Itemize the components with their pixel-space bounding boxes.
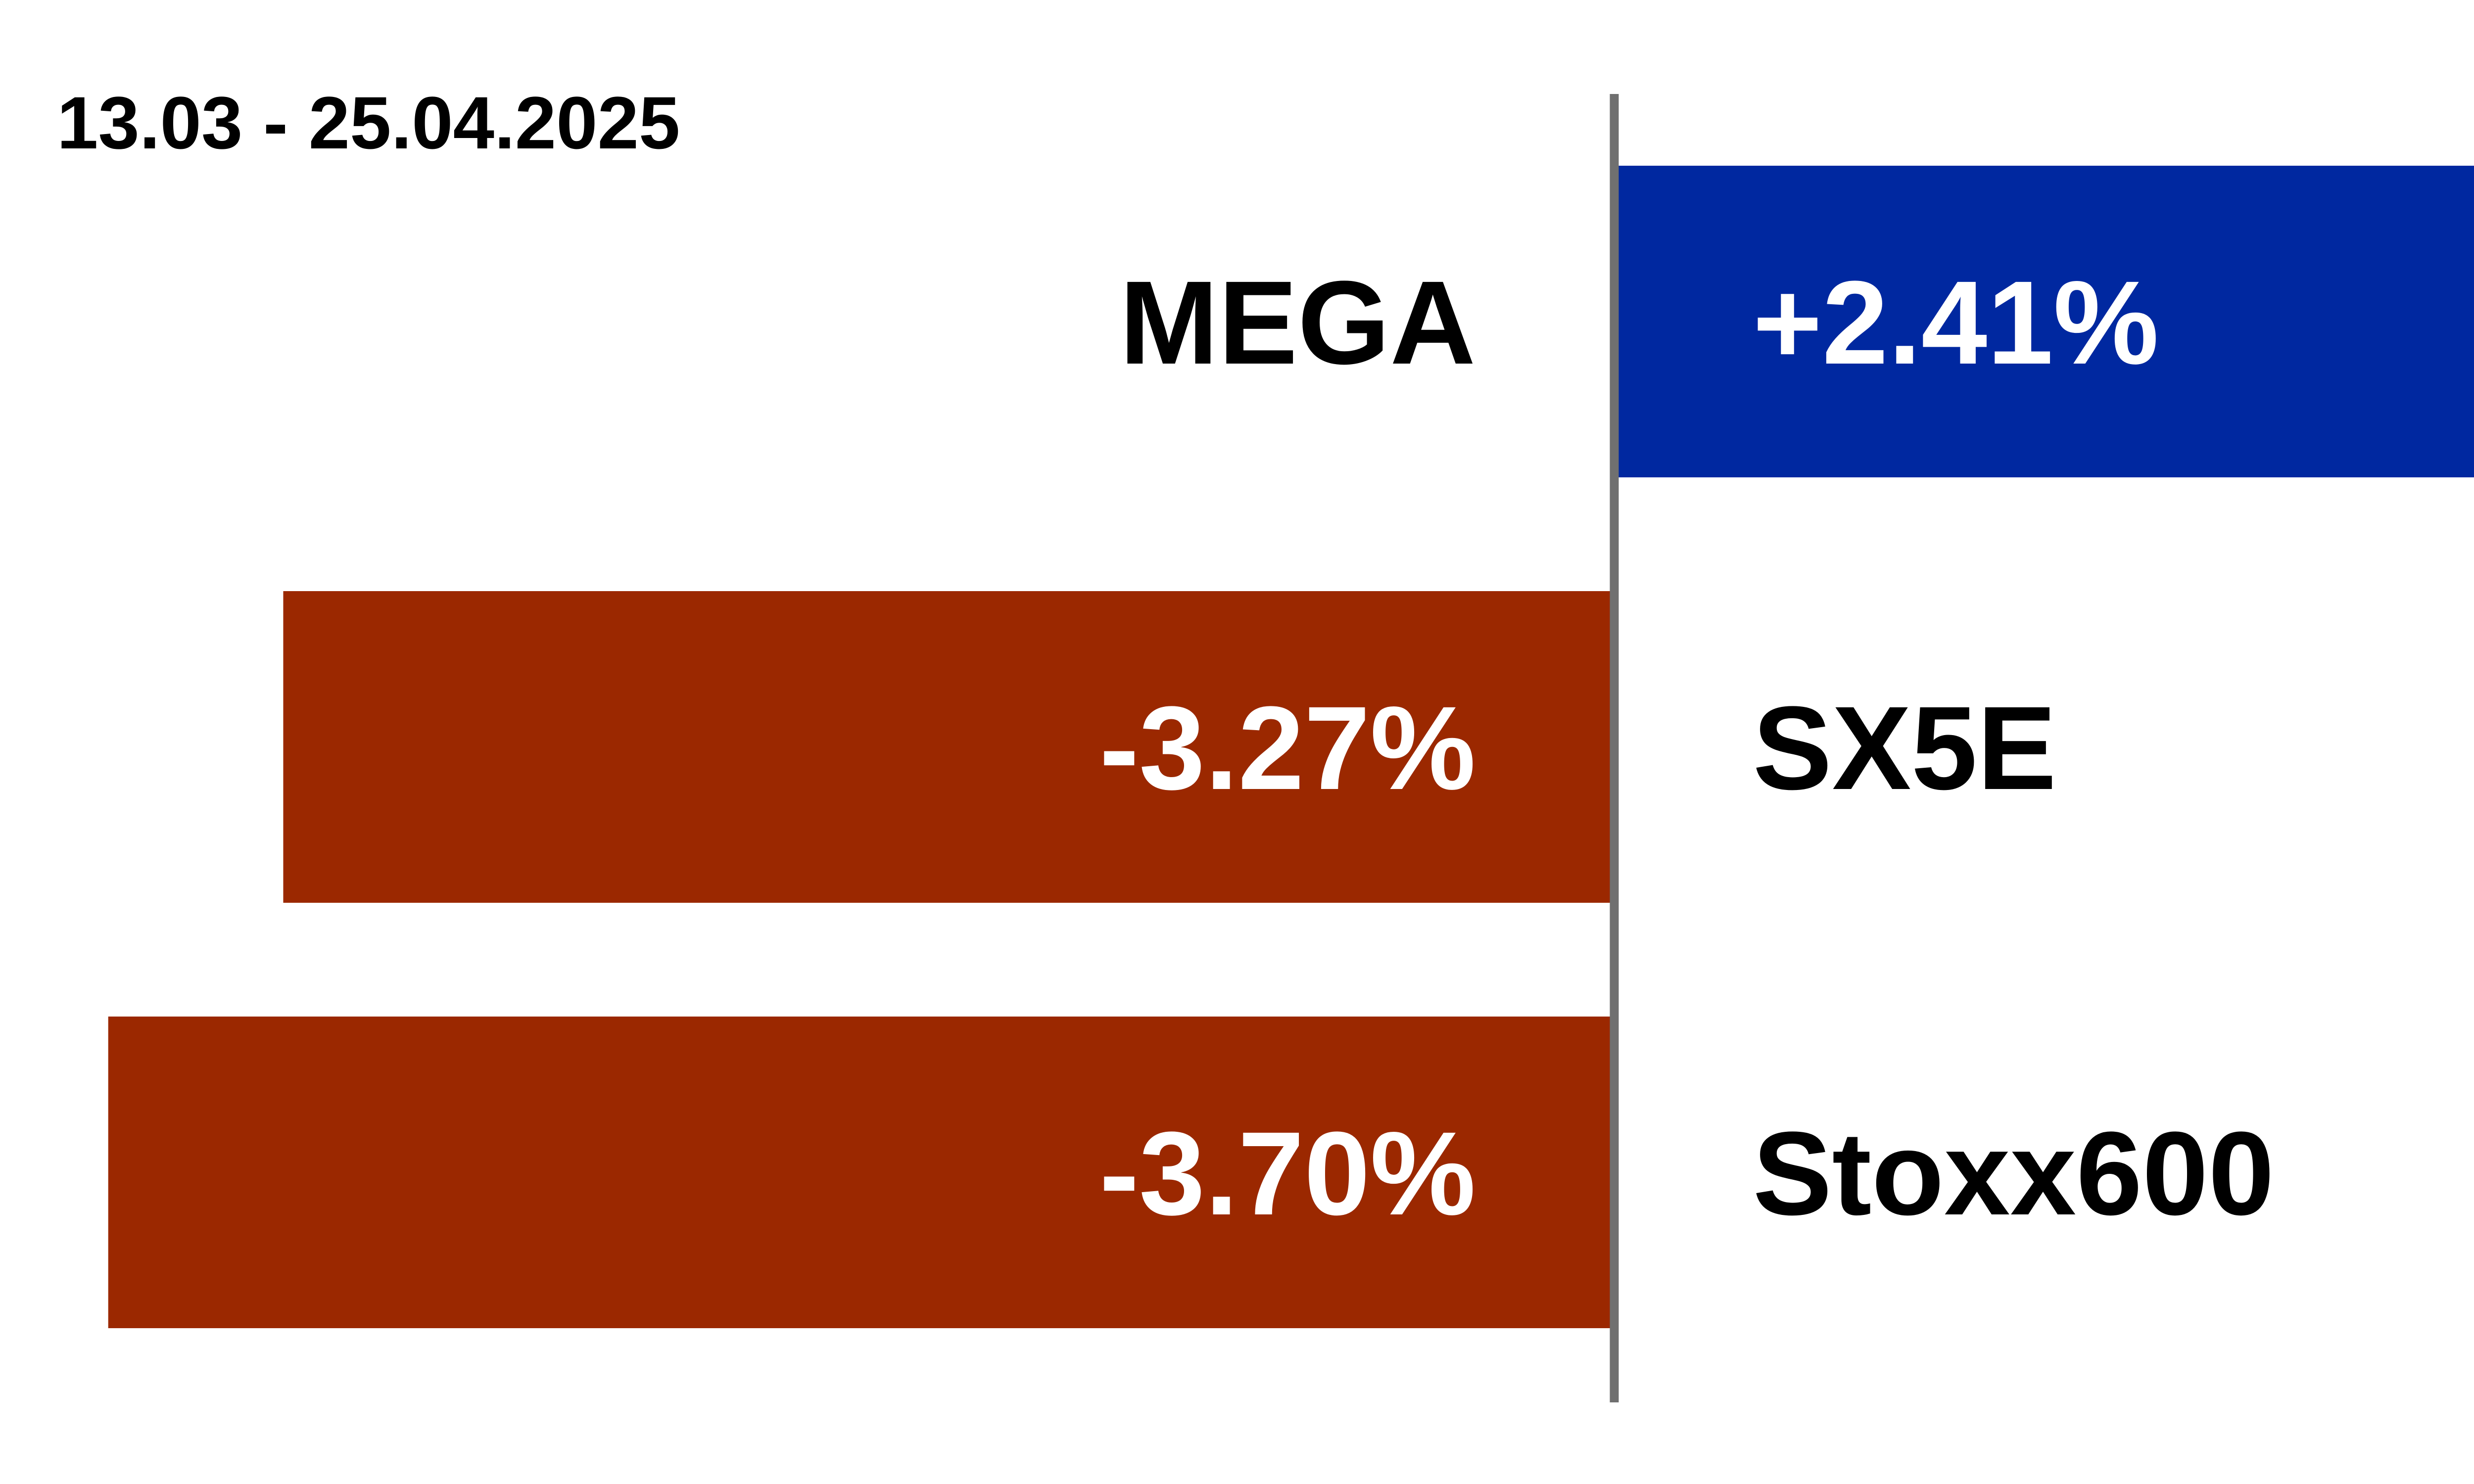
- bars-group: MEGA +2.41% SX5E -3.27% Stoxx600 -3.70%: [108, 166, 2474, 1328]
- bar-sx5e: [283, 591, 1615, 903]
- category-label-mega: MEGA: [1119, 256, 1475, 389]
- value-label-stoxx600: -3.70%: [1099, 1107, 1475, 1240]
- value-label-mega: +2.41%: [1753, 256, 2159, 389]
- category-label-stoxx600: Stoxx600: [1753, 1107, 2274, 1240]
- bar-mega: [1614, 166, 2474, 477]
- category-label-sx5e: SX5E: [1753, 682, 2056, 814]
- period-label: 13.03 - 25.04.2025: [57, 81, 680, 164]
- value-label-sx5e: -3.27%: [1099, 682, 1475, 814]
- bar-stoxx600: [108, 1017, 1615, 1328]
